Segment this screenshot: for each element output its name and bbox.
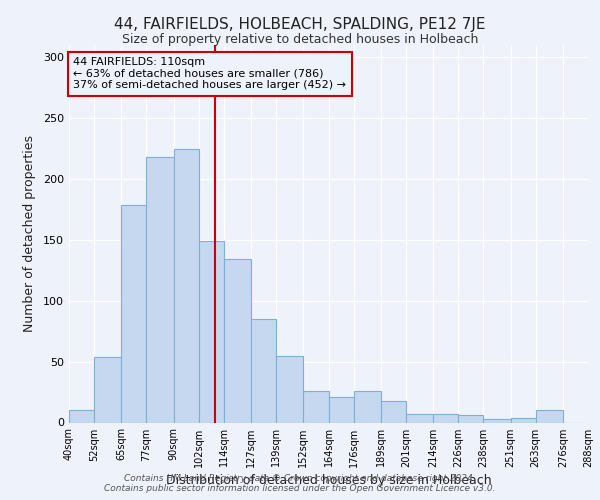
Bar <box>276 356 304 422</box>
X-axis label: Distribution of detached houses by size in Holbeach: Distribution of detached houses by size … <box>166 474 491 486</box>
Text: 44, FAIRFIELDS, HOLBEACH, SPALDING, PE12 7JE: 44, FAIRFIELDS, HOLBEACH, SPALDING, PE12… <box>114 18 486 32</box>
Bar <box>511 418 536 422</box>
Bar <box>353 391 381 422</box>
Bar <box>146 157 173 422</box>
Bar <box>406 414 433 422</box>
Bar <box>329 397 353 422</box>
Y-axis label: Number of detached properties: Number of detached properties <box>23 135 36 332</box>
Text: 44 FAIRFIELDS: 110sqm
← 63% of detached houses are smaller (786)
37% of semi-det: 44 FAIRFIELDS: 110sqm ← 63% of detached … <box>73 57 346 90</box>
Bar <box>94 356 121 422</box>
Bar <box>173 148 199 422</box>
Text: Contains HM Land Registry data © Crown copyright and database right 2024.: Contains HM Land Registry data © Crown c… <box>124 474 476 483</box>
Bar <box>484 419 511 422</box>
Bar <box>536 410 563 422</box>
Bar <box>199 241 224 422</box>
Bar <box>458 415 484 422</box>
Text: Size of property relative to detached houses in Holbeach: Size of property relative to detached ho… <box>122 32 478 46</box>
Bar <box>304 391 329 422</box>
Bar <box>251 319 276 422</box>
Bar <box>224 260 251 422</box>
Bar <box>69 410 94 422</box>
Text: Contains public sector information licensed under the Open Government Licence v3: Contains public sector information licen… <box>104 484 496 493</box>
Bar <box>433 414 458 422</box>
Bar <box>381 400 406 422</box>
Bar <box>121 204 146 422</box>
